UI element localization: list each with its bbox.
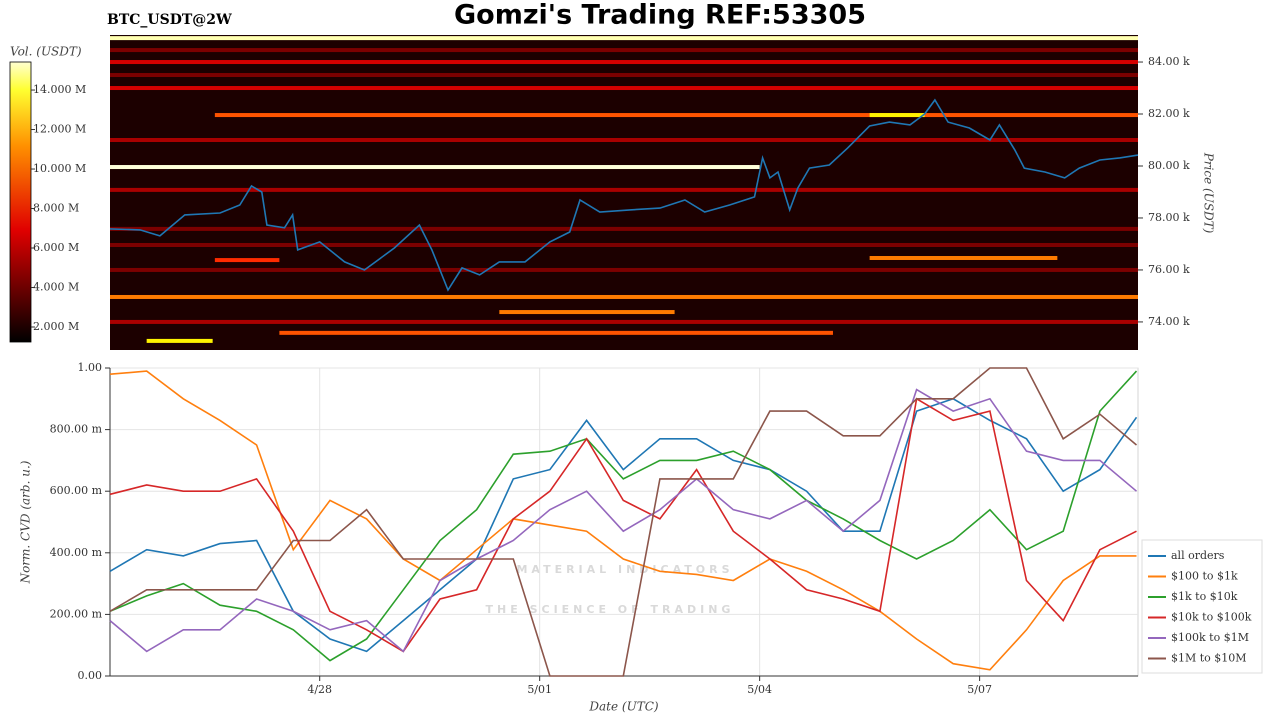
y-tick-label: 1.00 xyxy=(78,361,103,374)
y-tick-label: 78.00 k xyxy=(1148,211,1190,224)
y-tick-label: 800.00 m xyxy=(50,423,103,436)
liquidity-level xyxy=(110,226,1138,231)
y-tick-label: 400.00 m xyxy=(50,546,103,559)
legend-label: $100 to $1k xyxy=(1171,570,1238,583)
colorbar-tick-label: 6.000 M xyxy=(33,241,79,254)
liquidity-level xyxy=(869,113,925,118)
liquidity-level xyxy=(110,36,1138,41)
heatmap-background xyxy=(110,35,1138,350)
liquidity-level xyxy=(110,48,1138,53)
legend-label: $1M to $10M xyxy=(1171,652,1247,665)
series-line xyxy=(109,397,1137,653)
x-tick-label: 5/04 xyxy=(747,683,772,696)
liquidity-level xyxy=(110,294,1138,299)
y-tick-label: 82.00 k xyxy=(1148,107,1190,120)
x-tick-label: 5/07 xyxy=(967,683,992,696)
liquidity-level xyxy=(869,255,1058,260)
price-line xyxy=(109,98,1139,292)
y-tick-label: 200.00 m xyxy=(50,607,103,620)
legend-label: all orders xyxy=(1171,549,1225,562)
chart-title: Gomzi's Trading REF:53305 xyxy=(454,0,866,31)
y-tick-label: 0.00 xyxy=(78,669,103,682)
y-tick-label: 84.00 k xyxy=(1148,55,1190,68)
liquidity-level xyxy=(214,258,280,263)
liquidity-level xyxy=(214,113,1138,118)
colorbar xyxy=(9,61,32,343)
liquidity-level xyxy=(110,243,1138,247)
colorbar-tick-label: 2.000 M xyxy=(33,320,79,333)
colorbar-tick-label: 4.000 M xyxy=(33,281,79,294)
x-axis-title: Date (UTC) xyxy=(588,700,658,714)
series-line xyxy=(109,370,1138,662)
liquidity-level xyxy=(110,60,1138,65)
plot-area xyxy=(109,367,1139,677)
liquidity-level xyxy=(279,330,833,335)
x-tick-label: 5/01 xyxy=(527,683,552,696)
liquidity-level xyxy=(110,319,1138,324)
legend-label: $100k to $1M xyxy=(1171,631,1249,644)
colorbar-label: Vol. (USDT) xyxy=(10,45,82,59)
legend-label: $1k to $10k xyxy=(1171,590,1238,603)
y-tick-label: 76.00 k xyxy=(1148,263,1190,276)
watermark: MATERIAL INDICATORS xyxy=(516,563,733,576)
y-tick-label: 80.00 k xyxy=(1148,159,1190,172)
symbol-label: BTC_USDT@2W xyxy=(107,12,232,28)
liquidity-level xyxy=(110,187,1138,192)
watermark-tagline: THE SCIENCE OF TRADING xyxy=(486,603,735,616)
x-tick-label: 4/28 xyxy=(307,683,332,696)
series-line xyxy=(109,397,1138,653)
series-line xyxy=(109,388,1138,653)
legend-label: $10k to $100k xyxy=(1171,611,1252,624)
liquidity-level xyxy=(110,138,1138,142)
liquidity-level xyxy=(110,267,1138,272)
series-line xyxy=(109,367,1138,677)
liquidity-level xyxy=(499,310,675,315)
liquidity-level xyxy=(110,165,760,170)
liquidity-level xyxy=(110,73,1138,78)
colorbar-tick-label: 14.000 M xyxy=(33,83,86,96)
colorbar-tick-label: 12.000 M xyxy=(33,123,86,136)
y-axis-title: Norm. CVD (arb. u.) xyxy=(19,460,33,584)
y-axis-title: Price (USDT) xyxy=(1202,152,1216,234)
y-tick-label: 600.00 m xyxy=(50,484,103,497)
liquidity-level xyxy=(146,338,213,343)
colorbar-tick-label: 10.000 M xyxy=(33,162,86,175)
y-tick-label: 74.00 k xyxy=(1148,315,1190,328)
legend xyxy=(1141,539,1263,674)
liquidity-level xyxy=(110,86,1138,91)
colorbar-tick-label: 8.000 M xyxy=(33,202,79,215)
